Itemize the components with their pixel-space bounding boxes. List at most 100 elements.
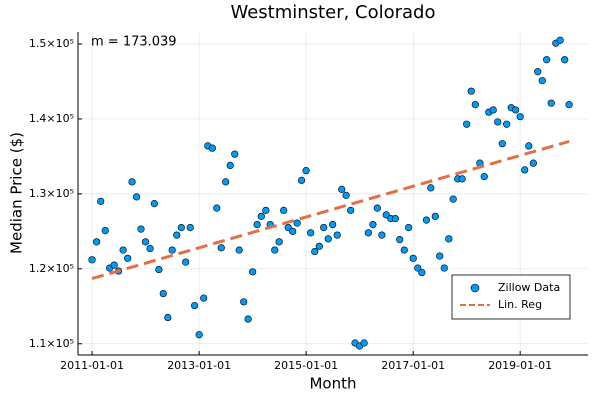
x-tick-label: 2019-01-01 <box>488 359 552 372</box>
x-tick-label: 2011-01-01 <box>60 359 124 372</box>
data-point <box>449 195 457 203</box>
data-point <box>110 261 118 269</box>
data-point <box>436 252 444 260</box>
data-point <box>400 246 408 254</box>
data-point <box>280 206 288 214</box>
data-point <box>543 56 551 64</box>
data-point <box>431 212 439 220</box>
data-point <box>498 140 506 148</box>
data-point <box>369 221 377 229</box>
y-tick-label: 1.3×10⁵ <box>29 187 74 200</box>
data-point <box>164 313 172 322</box>
data-point <box>547 99 555 107</box>
data-point <box>427 184 435 192</box>
data-point <box>182 258 190 266</box>
y-tick-label: 1.2×10⁵ <box>29 262 74 275</box>
data-point <box>177 223 185 232</box>
data-point <box>231 150 239 158</box>
data-point <box>342 191 350 199</box>
data-point <box>150 200 158 208</box>
data-point <box>378 231 386 239</box>
data-point <box>257 212 265 220</box>
data-point <box>521 166 529 174</box>
regression-line <box>91 139 570 281</box>
data-point <box>556 36 564 44</box>
data-point <box>529 159 537 167</box>
data-point <box>565 101 573 109</box>
data-point <box>128 178 136 186</box>
data-point <box>338 185 346 193</box>
data-point <box>146 244 154 253</box>
data-point <box>471 101 479 109</box>
data-point <box>168 246 176 254</box>
data-point <box>173 231 181 239</box>
x-tick-label: 2017-01-01 <box>381 359 445 372</box>
data-point <box>275 238 283 246</box>
data-point <box>467 87 475 95</box>
data-point <box>324 235 332 243</box>
data-point <box>222 178 230 186</box>
data-point <box>525 142 533 150</box>
data-point <box>97 197 105 205</box>
legend: Zillow Data Lin. Reg <box>451 274 571 320</box>
data-point <box>155 265 163 274</box>
data-point <box>289 227 297 235</box>
data-point <box>480 173 488 181</box>
x-axis-label: Month <box>309 375 356 393</box>
data-point <box>297 176 306 184</box>
legend-label: Zillow Data <box>498 281 560 294</box>
annotation: m = 173.039 <box>91 35 177 50</box>
data-point <box>293 219 301 227</box>
data-point <box>217 244 225 252</box>
data-point <box>141 238 150 246</box>
data-point <box>347 206 355 214</box>
y-axis-label: Median Price ($) <box>8 132 26 254</box>
data-point <box>320 223 328 232</box>
data-point <box>88 256 96 264</box>
data-point <box>329 221 337 229</box>
data-point <box>124 254 132 262</box>
data-point <box>445 235 453 243</box>
data-point <box>422 216 430 224</box>
data-point <box>271 246 279 254</box>
data-point <box>262 206 270 214</box>
y-tick-label: 1.4×10⁵ <box>29 112 74 125</box>
data-point <box>373 204 381 212</box>
data-point <box>200 294 208 302</box>
data-point <box>391 215 399 223</box>
data-point <box>516 113 524 121</box>
data-point <box>538 77 546 85</box>
data-point <box>512 106 520 114</box>
data-point <box>333 231 341 239</box>
data-point <box>458 175 466 183</box>
x-tick-label: 2015-01-01 <box>274 359 338 372</box>
x-tick-label: 2013-01-01 <box>167 359 231 372</box>
data-point <box>494 118 502 126</box>
y-tick-label: 1.1×10⁵ <box>29 337 74 350</box>
data-point <box>307 229 315 237</box>
data-point <box>119 246 127 254</box>
data-point <box>561 56 569 64</box>
legend-label: Lin. Reg <box>498 298 542 311</box>
data-point <box>534 68 542 76</box>
data-point <box>159 289 167 298</box>
data-point <box>302 167 310 175</box>
data-point <box>249 268 257 276</box>
data-point <box>235 246 243 254</box>
data-point <box>137 225 145 233</box>
data-point <box>93 238 101 246</box>
data-point <box>101 226 109 235</box>
legend-marker <box>470 283 480 293</box>
data-point <box>396 235 404 244</box>
data-point <box>409 254 417 262</box>
data-point <box>133 193 141 201</box>
data-point <box>240 298 248 306</box>
data-point <box>405 223 413 232</box>
legend-box <box>451 274 571 320</box>
data-point <box>364 229 372 237</box>
data-point <box>244 315 252 323</box>
y-tick-label: 1.5×10⁵ <box>29 37 74 50</box>
data-point <box>360 339 368 347</box>
data-point <box>440 264 448 272</box>
